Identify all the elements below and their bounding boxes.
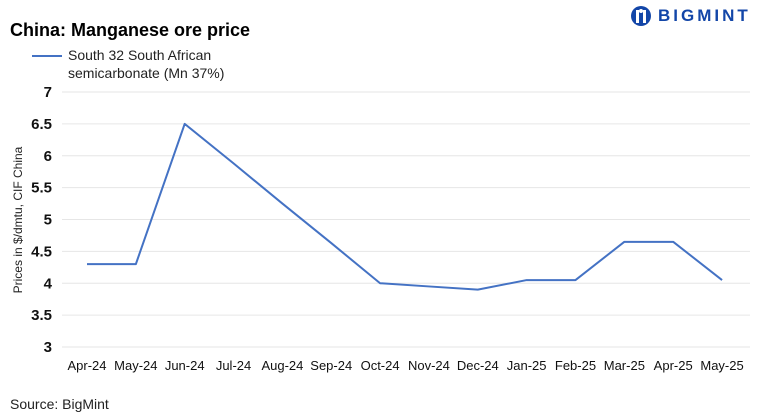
series-line xyxy=(87,122,723,291)
y-axis-label: Prices in $/dmtu, CIF China xyxy=(11,146,25,293)
x-tick-label: Apr-25 xyxy=(654,358,693,373)
logo-text: BIGMINT xyxy=(658,6,751,25)
x-tick-label: Mar-25 xyxy=(604,358,645,373)
x-tick-label: May-25 xyxy=(700,358,743,373)
x-tick-label: Dec-24 xyxy=(457,358,499,373)
y-tick-label: 7 xyxy=(44,84,52,101)
x-tick-label: Nov-24 xyxy=(408,358,450,373)
legend-swatch xyxy=(32,55,62,57)
y-tick-label: 4 xyxy=(44,275,53,292)
x-tick-label: Oct-24 xyxy=(361,358,400,373)
chart-title: China: Manganese ore price xyxy=(10,20,251,40)
bigmint-logo: BIGMINT xyxy=(630,5,751,27)
y-tick-label: 5 xyxy=(44,212,52,229)
logo-globe-icon xyxy=(631,6,651,26)
legend-label: South 32 South African semicarbonate (Mn… xyxy=(68,47,225,81)
y-tick-label: 3.5 xyxy=(31,307,52,324)
x-tick-label: Jan-25 xyxy=(507,358,547,373)
x-tick-label: Jun-24 xyxy=(165,358,205,373)
x-tick-label: Jul-24 xyxy=(216,358,251,373)
x-tick-label: Sep-24 xyxy=(310,358,352,373)
x-tick-label: Aug-24 xyxy=(261,358,303,373)
source-note: Source: BigMint xyxy=(10,396,109,412)
legend: South 32 South African semicarbonate (Mn… xyxy=(32,46,262,82)
y-tick-label: 6.5 xyxy=(31,116,52,133)
x-tick-label: Feb-25 xyxy=(555,358,596,373)
y-tick-label: 4.5 xyxy=(31,243,52,260)
y-tick-label: 5.5 xyxy=(31,180,52,197)
y-tick-label: 3 xyxy=(44,339,52,356)
x-tick-label: May-24 xyxy=(114,358,157,373)
y-tick-label: 6 xyxy=(44,148,52,165)
x-tick-label: Apr-24 xyxy=(67,358,106,373)
